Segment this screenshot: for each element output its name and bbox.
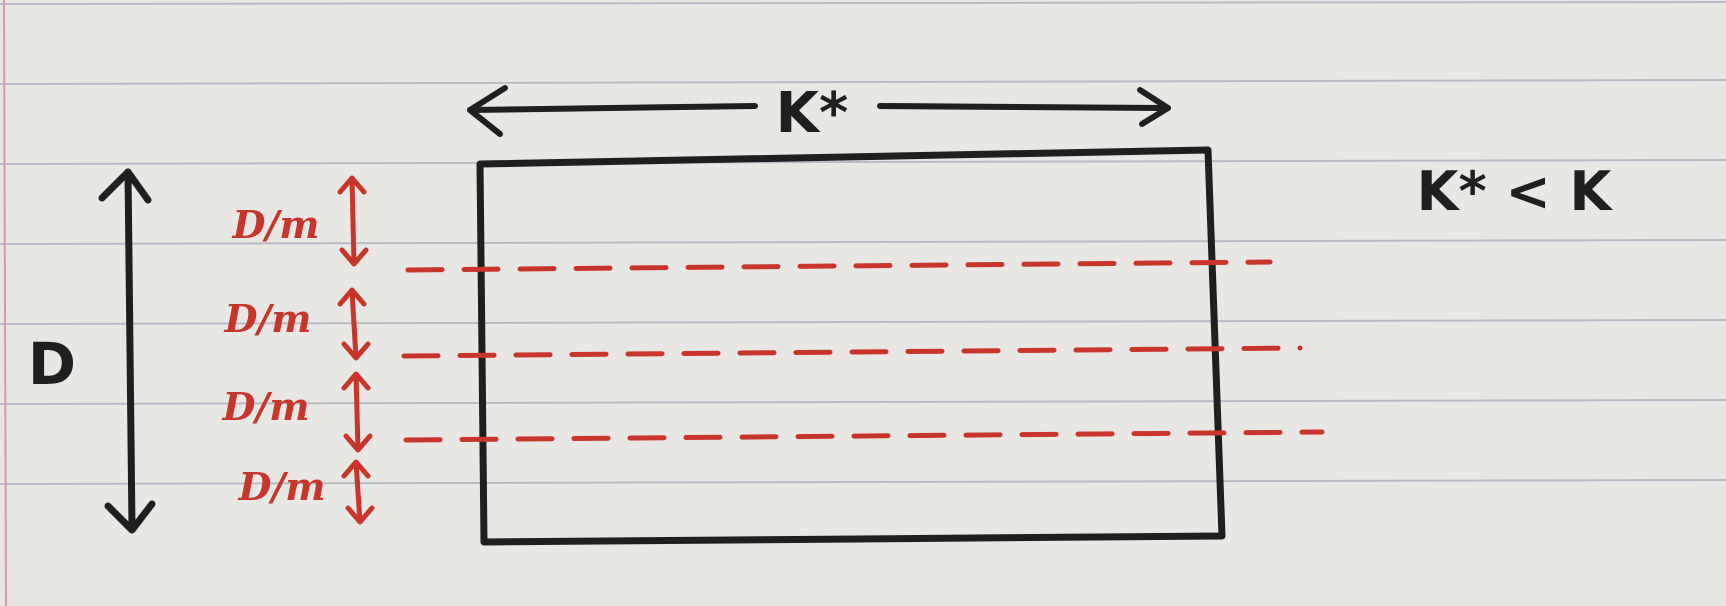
- slice-arrows: [337, 175, 375, 525]
- partition-line-3: [403, 429, 1325, 443]
- slice-arrow-2: [337, 287, 371, 361]
- slice-label-2: D/m: [223, 296, 311, 341]
- partition-line-1: [405, 259, 1273, 273]
- slice-arrow-4: [341, 459, 375, 525]
- slice-label-3: D/m: [221, 384, 309, 429]
- height-label: D: [28, 330, 76, 398]
- partition-lines: [401, 259, 1325, 443]
- slice-label-1: D/m: [231, 202, 319, 247]
- height-arrow: [98, 168, 156, 534]
- condition-label: K* < K: [1417, 160, 1614, 223]
- width-arrow: [467, 85, 1171, 137]
- width-label: K*: [776, 81, 849, 146]
- ruled-lines: [0, 1, 1726, 485]
- matrix-rectangle: [476, 146, 1226, 546]
- slice-arrow-1: [337, 175, 369, 267]
- partition-line-2: [401, 345, 1303, 359]
- slice-label-4: D/m: [237, 464, 325, 509]
- margin-line: [3, 0, 7, 606]
- slice-arrow-3: [341, 371, 373, 453]
- slice-labels: D/m D/m D/m D/m: [221, 202, 325, 509]
